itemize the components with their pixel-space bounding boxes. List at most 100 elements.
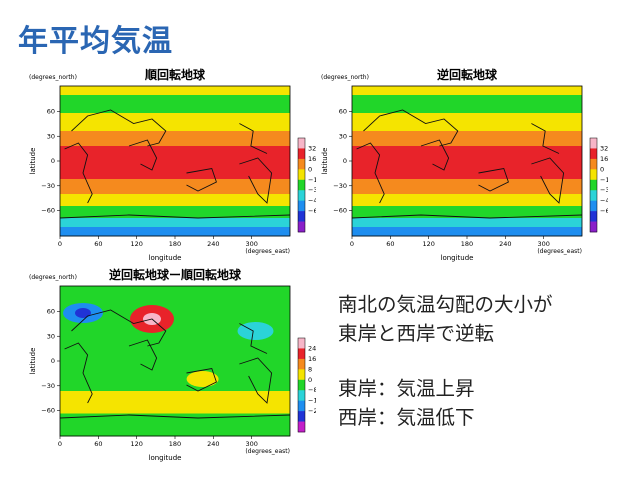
- slide-title: 年平均気温: [18, 24, 173, 59]
- summary-text: 南北の気温勾配の大小が 東岸と西岸で逆転 東岸：気温上昇 西岸：気温低下: [338, 290, 553, 432]
- colorbar-label: 32: [600, 144, 608, 152]
- y-tick-label: −30: [333, 182, 347, 190]
- colorbar-label: −32: [308, 186, 316, 194]
- field-band: [352, 86, 582, 96]
- colorbar-swatch: [298, 200, 305, 212]
- coastline: [128, 139, 158, 171]
- coastline: [531, 157, 565, 204]
- field-band: [60, 95, 290, 114]
- field-band: [60, 113, 290, 132]
- field-band: [60, 194, 290, 207]
- x-tick-label: 60: [386, 240, 394, 248]
- x-tick-label: 300: [537, 240, 549, 248]
- summary-line-1: 南北の気温勾配の大小が: [338, 293, 553, 316]
- coastline: [59, 414, 291, 419]
- colorbar-swatch: [298, 411, 305, 422]
- x-tick-label: 120: [422, 240, 434, 248]
- x-unit-label: (degrees_east): [537, 248, 582, 255]
- field-band: [60, 131, 290, 147]
- x-axis-label: longitude: [441, 254, 474, 262]
- field-band: [60, 227, 290, 237]
- y-tick-label: −60: [41, 207, 55, 215]
- field-layer: [60, 286, 290, 437]
- coastline: [351, 214, 583, 219]
- colorbar-label: 0: [308, 376, 312, 384]
- panel-title: 逆回転地球ー順回転地球: [109, 267, 242, 282]
- cool-anomaly: [237, 322, 274, 340]
- colorbar-label: 16: [308, 155, 316, 163]
- colorbar-label: 0: [308, 165, 312, 173]
- field-layer: [352, 86, 582, 237]
- x-tick-label: 240: [207, 240, 219, 248]
- x-tick-label: 240: [207, 440, 219, 448]
- y-tick-label: 60: [47, 108, 55, 116]
- x-tick-label: 120: [130, 440, 142, 448]
- coastline: [239, 123, 268, 154]
- x-tick-label: 180: [461, 240, 473, 248]
- panel-title: 逆回転地球: [437, 67, 498, 82]
- colorbar-swatch: [298, 379, 305, 391]
- colorbar-swatch: [590, 169, 597, 181]
- coastline: [186, 167, 217, 192]
- colorbar-label: 24: [308, 344, 316, 352]
- x-unit-label: (degrees_east): [245, 248, 290, 255]
- colorbar-swatch: [298, 221, 305, 233]
- colorbar-swatch: [298, 169, 305, 181]
- x-tick-label: 0: [58, 240, 62, 248]
- field-band: [352, 95, 582, 114]
- x-tick-label: 180: [169, 440, 181, 448]
- colorbar-swatch: [590, 148, 597, 160]
- y-axis-label: latitude: [321, 148, 329, 175]
- coastline: [64, 142, 93, 204]
- summary-line-2: 東岸と西岸で逆転: [338, 322, 495, 345]
- colorbar-label: −32: [600, 186, 608, 194]
- colorbar-swatch: [298, 148, 305, 160]
- y-tick-label: 30: [339, 132, 347, 140]
- coastline: [478, 167, 509, 192]
- y-tick-label: 0: [51, 357, 55, 365]
- colorbar-label: −64: [600, 207, 608, 215]
- colorbar-swatch: [298, 158, 305, 170]
- colorbar-label: 0: [600, 165, 604, 173]
- colorbar-swatch: [590, 211, 597, 222]
- colorbar-frame: [589, 137, 598, 233]
- coastline: [239, 323, 268, 354]
- colorbar-label: −48: [308, 197, 316, 205]
- x-tick-label: 120: [130, 240, 142, 248]
- colorbar-label: −16: [308, 397, 316, 405]
- colorbar-swatch: [298, 358, 305, 370]
- colorbar-frame: [297, 137, 306, 233]
- warm-patch: [186, 371, 219, 387]
- colorbar-label: −64: [308, 207, 316, 215]
- colorbar-swatch: [298, 400, 305, 412]
- colorbar-swatch: [590, 190, 597, 201]
- field-band: [60, 218, 290, 228]
- map-figure: 順回転地球(degrees_north)60300−30−60latitude0…: [29, 67, 316, 262]
- map-figure: 逆回転地球(degrees_north)60300−30−60latitude0…: [321, 67, 608, 262]
- y-tick-label: 60: [47, 308, 55, 316]
- y-tick-label: 30: [47, 332, 55, 340]
- y-tick-label: 0: [343, 157, 347, 165]
- coastline: [128, 339, 158, 371]
- coastline: [186, 367, 217, 392]
- x-axis-label: longitude: [149, 454, 182, 462]
- colorbar-label: −16: [308, 176, 316, 184]
- map-figure: 逆回転地球ー順回転地球(degrees_north)60300−30−60lat…: [29, 267, 316, 462]
- colorbar-label: −24: [308, 407, 316, 415]
- coastline: [363, 109, 459, 147]
- field-band: [352, 113, 582, 132]
- field-band: [352, 218, 582, 228]
- coastline: [239, 357, 273, 404]
- colorbar-label: 16: [600, 155, 608, 163]
- x-tick-label: 300: [245, 240, 257, 248]
- coastline: [356, 142, 385, 204]
- colorbar-swatch: [298, 390, 305, 401]
- field-band: [60, 86, 290, 96]
- y-tick-label: −30: [41, 382, 55, 390]
- y-tick-label: 60: [339, 108, 347, 116]
- colorbar-swatch: [298, 348, 305, 360]
- colorbar-label: 32: [308, 144, 316, 152]
- summary-line-3: 東岸：気温上昇: [338, 377, 475, 400]
- field-layer: [60, 86, 290, 237]
- x-tick-label: 60: [94, 440, 102, 448]
